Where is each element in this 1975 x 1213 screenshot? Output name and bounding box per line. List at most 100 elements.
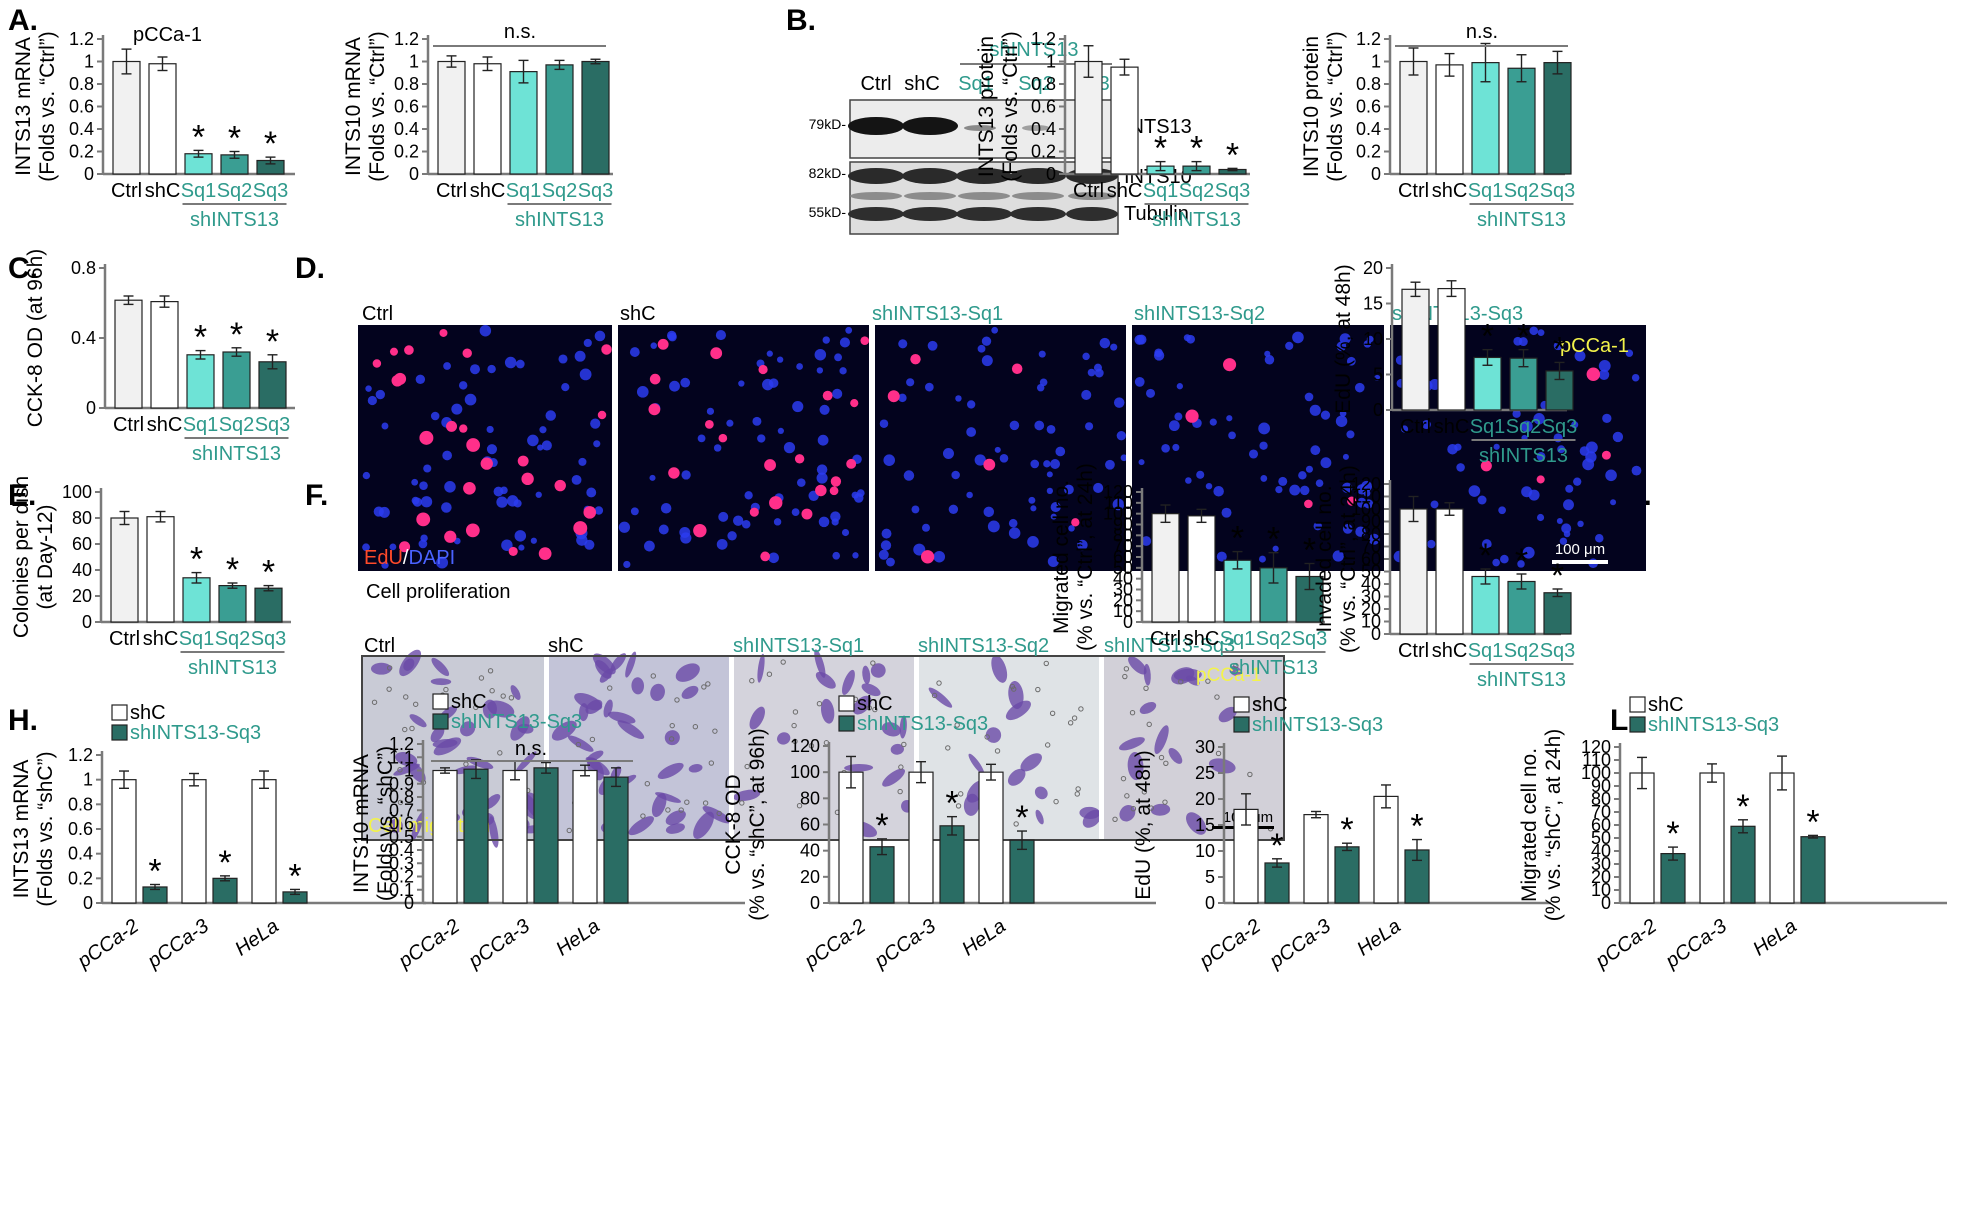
dapi-nucleus xyxy=(1529,326,1539,336)
wb-band xyxy=(902,168,958,184)
migration-caption: Cell migration xyxy=(368,815,490,837)
y-tick-label: 0.6 xyxy=(69,97,94,117)
wb-marker: 55kD- xyxy=(809,204,847,220)
y-tick-label: 0 xyxy=(409,164,419,184)
y-tick-label: 0.7 xyxy=(389,800,414,820)
dapi-nucleus xyxy=(1030,505,1037,512)
dapi-nucleus xyxy=(1141,536,1152,546)
edu-caption: Cell proliferation xyxy=(366,581,511,603)
x-group-label: shINTS13 xyxy=(515,209,604,231)
migrated-cell xyxy=(1082,809,1102,828)
legend-swatch-shc xyxy=(432,693,449,710)
dapi-nucleus xyxy=(792,400,804,413)
y-tick-label: 0.8 xyxy=(394,74,419,94)
migrated-cell xyxy=(411,811,425,842)
y-tick-label: 0.9 xyxy=(389,774,414,794)
edu-positive-nucleus xyxy=(466,438,481,452)
legend-swatch-shc xyxy=(1233,696,1250,713)
wb-band-label: INTS13 xyxy=(1124,116,1192,138)
bar-sq3 xyxy=(533,767,559,904)
membrane-pore xyxy=(994,748,1001,754)
wb-band xyxy=(850,192,902,200)
dapi-nucleus xyxy=(1264,354,1275,365)
dapi-nucleus xyxy=(1577,520,1584,528)
membrane-pore xyxy=(402,726,408,733)
dapi-nucleus xyxy=(1355,526,1366,537)
significance-star: * xyxy=(1479,537,1492,575)
dapi-nucleus xyxy=(1093,482,1104,494)
x-group-label: shINTS13 xyxy=(190,209,279,231)
edu-positive-nucleus xyxy=(1536,475,1545,484)
legend-swatch-sq3 xyxy=(1629,716,1646,733)
dapi-nucleus xyxy=(1517,560,1525,568)
dapi-nucleus xyxy=(898,339,908,349)
y-tick-label: 60 xyxy=(800,815,820,835)
dapi-nucleus xyxy=(967,400,976,409)
y-axis-label: CCK-8 OD (at 96h) xyxy=(24,249,47,428)
dapi-nucleus xyxy=(1285,341,1294,350)
dapi-nucleus xyxy=(444,481,456,493)
dapi-nucleus xyxy=(831,518,839,526)
x-category-label: Ctrl xyxy=(1400,416,1431,438)
dapi-nucleus xyxy=(1055,446,1066,457)
dapi-nucleus xyxy=(727,531,737,541)
y-tick-label: 20 xyxy=(1361,599,1381,619)
dapi-nucleus xyxy=(927,340,938,351)
x-category-label: shC xyxy=(470,180,506,202)
edu-image-label: shINTS13-Sq2 xyxy=(1134,303,1265,325)
significance-star: * xyxy=(1736,788,1749,826)
edu-positive-nucleus xyxy=(404,345,414,355)
membrane-pore xyxy=(397,767,403,773)
x-category-label: Sq1 xyxy=(183,414,219,436)
y-tick-label: 0.4 xyxy=(389,840,414,860)
bar-sq1 xyxy=(186,354,215,409)
dapi-nucleus xyxy=(389,543,397,551)
y-tick-label: 0.6 xyxy=(1031,97,1056,117)
dapi-nucleus xyxy=(650,342,657,349)
bar-ctrl xyxy=(1074,60,1103,175)
legend-swatch-shc xyxy=(838,695,855,712)
migrated-cell xyxy=(1208,758,1236,774)
dapi-nucleus xyxy=(1030,459,1040,469)
panel-letter-e: E. xyxy=(8,479,36,512)
membrane-pore xyxy=(665,807,671,813)
x-category-label: Ctrl xyxy=(1398,640,1429,662)
y-tick-label: 30 xyxy=(1113,580,1133,600)
dapi-nucleus xyxy=(537,444,544,451)
y-tick-label: 0 xyxy=(86,398,96,418)
dapi-nucleus xyxy=(933,550,946,563)
dapi-nucleus xyxy=(791,508,800,517)
y-tick-label: 50 xyxy=(1591,828,1611,848)
edu-positive-nucleus xyxy=(389,347,399,356)
dapi-nucleus xyxy=(718,511,729,522)
dapi-nucleus xyxy=(713,444,722,452)
x-category-label: Sq3 xyxy=(1540,180,1576,202)
dapi-nucleus xyxy=(955,395,962,402)
migrated-cell xyxy=(968,753,985,775)
dapi-nucleus xyxy=(1050,459,1061,469)
y-tick-label: 5 xyxy=(1373,365,1383,385)
x-category-label: shC xyxy=(1432,180,1468,202)
edu-positive-nucleus xyxy=(521,472,534,486)
y-tick-label: 0 xyxy=(404,893,414,913)
dapi-nucleus xyxy=(1046,487,1054,495)
dapi-nucleus xyxy=(486,425,494,434)
membrane-pore xyxy=(566,827,572,834)
migrated-cell xyxy=(665,823,685,834)
edu-positive-nucleus xyxy=(462,348,472,358)
dapi-nucleus xyxy=(1116,431,1126,441)
significance-star: * xyxy=(1515,542,1528,580)
chart-panel-e: 0 20 40 60 80 100 Colonies per dish (at Day-12)… xyxy=(10,476,291,679)
x-category-label: shC xyxy=(147,414,183,436)
bar-sq3 xyxy=(603,776,629,904)
dapi-nucleus xyxy=(881,528,892,539)
bar-shc xyxy=(150,301,179,409)
y-tick-label: 1 xyxy=(83,770,93,790)
edu-positive-nucleus xyxy=(573,521,588,536)
y-tick-label: 80 xyxy=(1361,524,1381,544)
dapi-nucleus xyxy=(1205,482,1213,490)
dapi-nucleus xyxy=(732,515,744,526)
edu-positive-nucleus xyxy=(601,344,612,355)
dapi-nucleus xyxy=(630,507,639,516)
